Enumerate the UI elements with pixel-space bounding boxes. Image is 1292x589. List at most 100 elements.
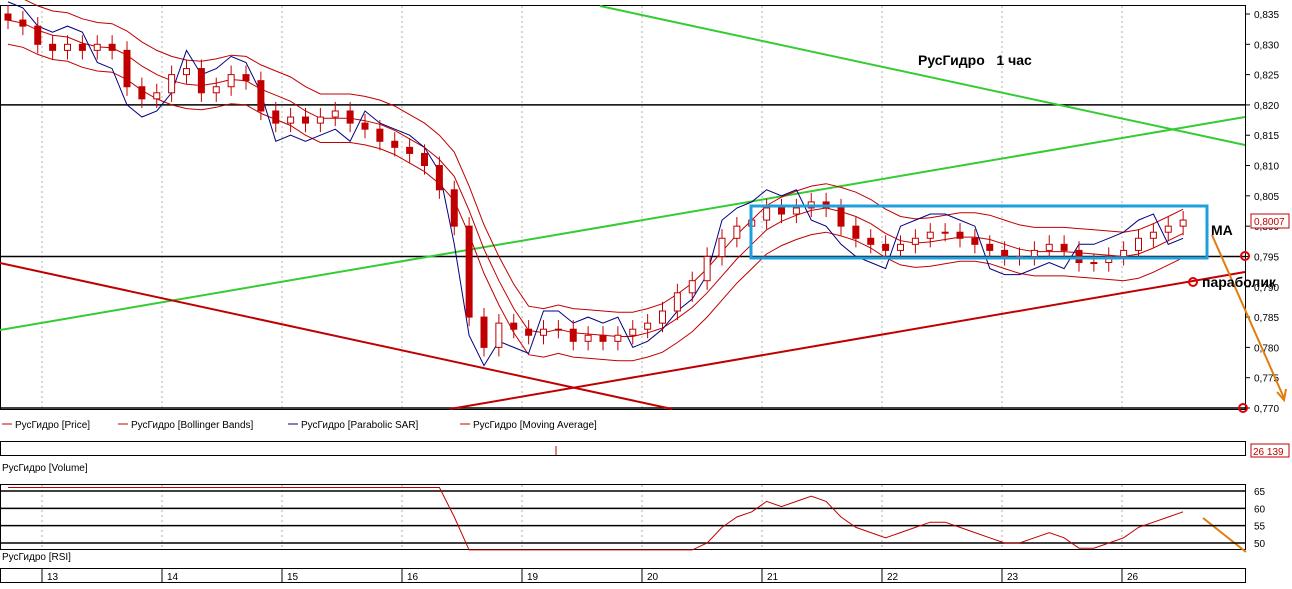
rsi-tick-label: 65 bbox=[1254, 487, 1266, 498]
candle-body bbox=[183, 68, 190, 76]
bollinger-upper-line bbox=[24, 0, 1184, 313]
candle-body bbox=[346, 110, 354, 124]
x-tick-label: 21 bbox=[767, 572, 779, 583]
candle-body bbox=[1120, 249, 1128, 257]
candle-body bbox=[450, 189, 458, 227]
ascending-trendline-red bbox=[449, 271, 1246, 410]
candle-body bbox=[852, 225, 860, 239]
candle-body bbox=[212, 86, 220, 94]
candle-body bbox=[64, 43, 71, 51]
x-tick-label: 13 bbox=[47, 572, 59, 583]
range-box bbox=[749, 204, 1209, 260]
rsi-line bbox=[8, 487, 1184, 551]
candle-body bbox=[986, 243, 994, 251]
volume-last-value: 26 139 bbox=[1253, 447, 1284, 458]
candle-body bbox=[911, 237, 919, 245]
candle-body bbox=[495, 322, 503, 348]
candle-body bbox=[659, 310, 666, 324]
candle-body bbox=[1135, 237, 1142, 251]
candle-body bbox=[540, 328, 547, 336]
candle-body bbox=[867, 237, 875, 245]
price-axis: 0,8350,8300,8250,8200,8150,8100,8050,800… bbox=[1245, 10, 1279, 415]
price-tick-label: 0,825 bbox=[1254, 71, 1279, 82]
candle-body bbox=[1149, 231, 1157, 239]
forecast-arrow-rsi bbox=[1202, 517, 1247, 553]
candle-body bbox=[227, 74, 235, 88]
candle-body bbox=[525, 328, 533, 336]
price-tick-label: 0,820 bbox=[1254, 101, 1279, 112]
candle-body bbox=[1090, 262, 1098, 265]
x-axis: 13 14 15 16 19 20 21 22 23 26 bbox=[41, 569, 1139, 583]
volume-panel-title: РусГидро [Volume] bbox=[2, 463, 88, 474]
candle-body bbox=[778, 207, 785, 215]
price-tick-label: 0,790 bbox=[1254, 283, 1279, 294]
rsi-tick-label: 55 bbox=[1254, 522, 1266, 533]
x-tick-label: 26 bbox=[1127, 572, 1139, 583]
x-tick-label: 20 bbox=[647, 572, 659, 583]
sar-marker bbox=[1188, 277, 1198, 287]
legend-label: РусГидро [Bollinger Bands] bbox=[131, 420, 254, 431]
candle-body bbox=[19, 19, 27, 27]
volume-panel-frame bbox=[0, 441, 1246, 456]
legend: РусГидро [Price] РусГидро [Bollinger Band… bbox=[2, 420, 597, 431]
candle-body bbox=[421, 152, 428, 167]
candle-body bbox=[614, 334, 622, 342]
candles bbox=[4, 4, 1187, 357]
candle-body bbox=[123, 49, 131, 88]
price-tick-label: 0,780 bbox=[1254, 343, 1279, 354]
candle-body bbox=[1045, 243, 1053, 251]
candle-body bbox=[361, 122, 369, 130]
candle-body bbox=[316, 116, 324, 124]
forecast-arrow-price bbox=[1211, 234, 1285, 399]
candle-body bbox=[168, 74, 176, 94]
rsi-tick-label: 60 bbox=[1254, 504, 1266, 515]
candle-body bbox=[302, 116, 309, 124]
price-tick-label: 0,795 bbox=[1254, 252, 1279, 263]
legend-label: РусГидро [Price] bbox=[15, 420, 90, 431]
price-tick-label: 0,805 bbox=[1254, 192, 1279, 203]
candle-body bbox=[703, 255, 711, 282]
bollinger-lower-line bbox=[7, 43, 1184, 362]
candle-body bbox=[391, 140, 399, 148]
price-tick-label: 0,830 bbox=[1254, 40, 1279, 51]
x-axis-frame bbox=[0, 568, 1246, 583]
rsi-panel-title: РусГидро [RSI] bbox=[2, 552, 71, 563]
candle-body bbox=[792, 207, 800, 215]
candle-body bbox=[971, 237, 979, 245]
candle-body bbox=[644, 322, 652, 330]
price-panel-frame bbox=[0, 5, 1246, 410]
price-tick-label: 0,775 bbox=[1254, 374, 1279, 385]
candle-body bbox=[138, 86, 146, 100]
candle-body bbox=[1164, 225, 1172, 233]
candle-body bbox=[1075, 249, 1083, 264]
candle-body bbox=[242, 74, 250, 82]
candle-body bbox=[941, 231, 949, 234]
candle-body bbox=[688, 280, 696, 294]
candle-body bbox=[93, 43, 101, 51]
ascending-trendline-green bbox=[0, 116, 1246, 331]
horizontal-levels bbox=[0, 104, 1245, 409]
candle-body bbox=[197, 68, 205, 94]
candle-body bbox=[480, 316, 488, 348]
sar-label: параболик bbox=[1202, 274, 1277, 290]
candle-body bbox=[510, 322, 518, 330]
x-tick-label: 14 bbox=[167, 572, 179, 583]
price-tick-label: 0,770 bbox=[1254, 404, 1279, 415]
level-marker-0795 bbox=[1240, 251, 1250, 261]
candle-body bbox=[376, 128, 384, 142]
candle-body bbox=[1030, 249, 1038, 257]
candle-body bbox=[4, 13, 12, 21]
price-tick-label: 0,785 bbox=[1254, 313, 1279, 324]
candle-body bbox=[49, 43, 57, 51]
candle-body bbox=[599, 334, 607, 342]
volume-value-box bbox=[1250, 443, 1290, 458]
candle-body bbox=[272, 110, 280, 124]
candle-body bbox=[34, 25, 42, 45]
candle-body bbox=[331, 110, 339, 118]
level-marker-0770 bbox=[1238, 403, 1248, 413]
candle-body bbox=[882, 243, 890, 251]
candle-body bbox=[569, 328, 577, 342]
x-tick-label: 15 bbox=[287, 572, 299, 583]
candle-body bbox=[1001, 249, 1009, 257]
